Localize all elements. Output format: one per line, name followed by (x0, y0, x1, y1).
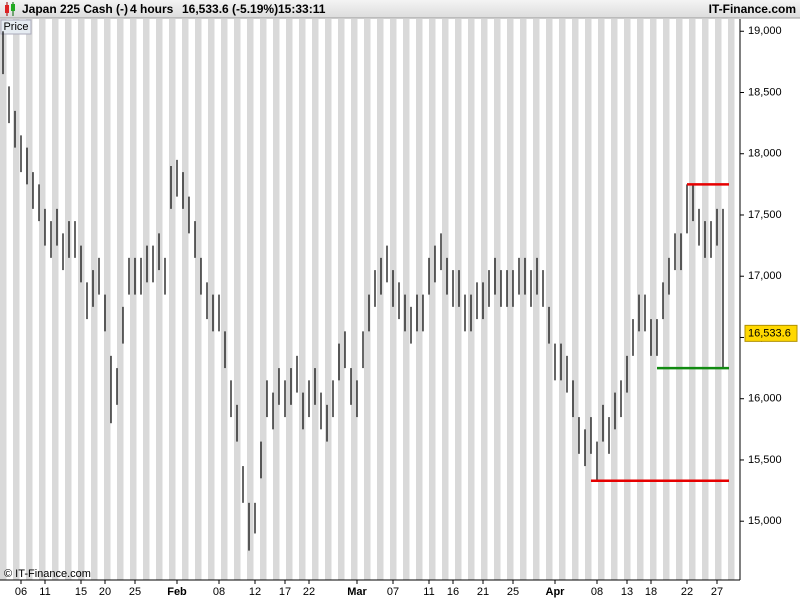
y-tick-label: 18,500 (748, 86, 782, 98)
y-tick-label: 16,000 (748, 393, 782, 405)
x-tick-label: Mar (347, 586, 367, 598)
last-price-label: 16,533.6 (748, 327, 791, 339)
x-tick-label: 25 (507, 586, 519, 598)
x-tick-label: 08 (591, 586, 603, 598)
x-tick-label: 22 (303, 586, 315, 598)
x-tick-label: 12 (249, 586, 261, 598)
logo-icon (5, 2, 15, 16)
last-price-box (744, 324, 798, 342)
x-tick-label: 06 (15, 586, 27, 598)
x-tick-label: 18 (645, 586, 657, 598)
x-tick-label: 11 (423, 586, 434, 598)
x-tick-label: 22 (681, 586, 693, 598)
y-tick-label: 19,000 (748, 25, 782, 37)
x-tick-label: Apr (546, 586, 566, 598)
time: 15:33:11 (278, 2, 326, 16)
x-tick-label: 11 (39, 586, 50, 598)
x-tick-label: Feb (167, 586, 187, 598)
x-tick-label: 25 (129, 586, 141, 598)
symbol: Japan 225 Cash (-) (22, 2, 128, 16)
y-tick-label: 18,000 (748, 148, 782, 160)
x-tick-label: 27 (711, 586, 723, 598)
brand: IT-Finance.com (709, 2, 796, 16)
x-tick-label: 13 (621, 586, 633, 598)
x-tick-label: 21 (477, 586, 489, 598)
header-bar (0, 0, 800, 18)
x-tick-label: 07 (387, 586, 399, 598)
y-tick-label: 17,500 (748, 209, 782, 221)
x-tick-label: 08 (213, 586, 225, 598)
x-tick-label: 17 (279, 586, 291, 598)
x-tick-label: 15 (75, 586, 87, 598)
panel-label[interactable]: Price (3, 21, 28, 33)
panel-tab[interactable] (0, 19, 32, 35)
quote: 16,533.6 (-5.19%) (182, 2, 278, 16)
x-tick-label: 20 (99, 586, 111, 598)
y-tick-label: 17,000 (748, 270, 782, 282)
copyright: © IT-Finance.com (4, 568, 91, 580)
x-tick-label: 16 (447, 586, 459, 598)
interval: 4 hours (130, 2, 174, 16)
y-tick-label: 15,500 (748, 454, 782, 466)
day-stripes (0, 19, 740, 580)
y-tick-label: 15,000 (748, 515, 782, 527)
